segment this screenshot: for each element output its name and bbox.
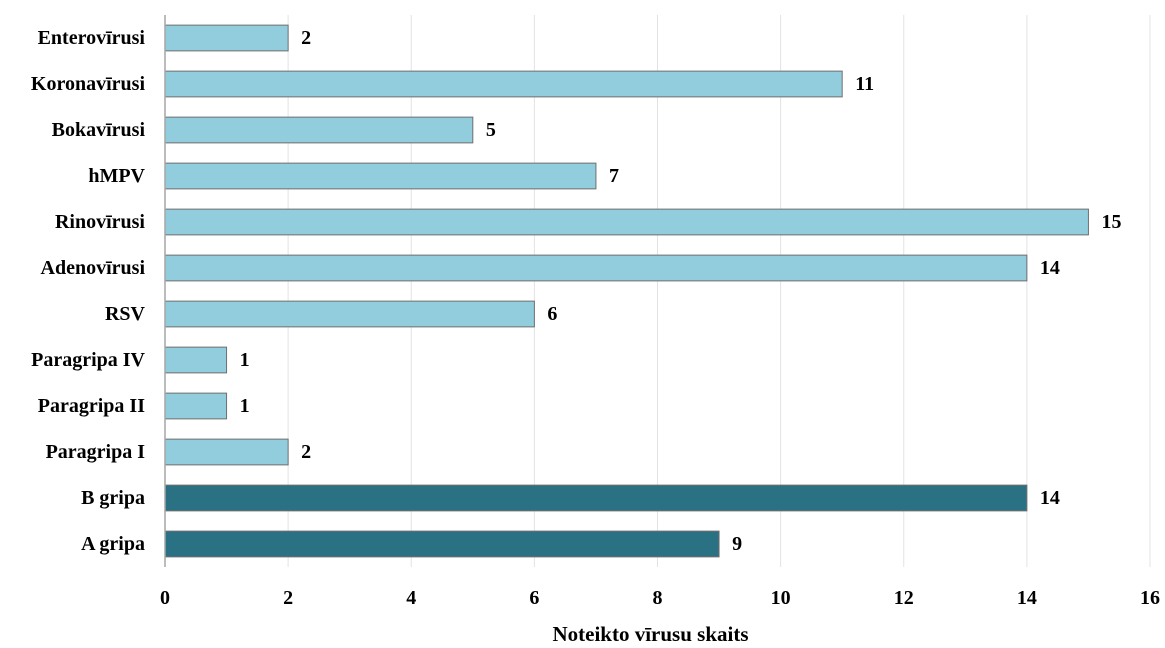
x-tick-label: 0: [160, 587, 170, 609]
category-label: Enterovīrusi: [38, 27, 146, 49]
category-label: Koronavīrusi: [31, 73, 146, 95]
x-tick-labels: 0 2 4 6 8 10 12 14 16: [160, 587, 1160, 609]
x-tick-label: 10: [771, 587, 791, 609]
x-tick-label: 4: [406, 587, 416, 609]
x-axis-title: Noteikto vīrusu skaits: [552, 622, 748, 646]
data-label: 1: [240, 395, 250, 417]
bar: [164, 392, 228, 420]
data-label: 15: [1101, 211, 1121, 233]
category-label: hMPV: [88, 165, 145, 187]
data-label: 9: [732, 533, 742, 555]
x-tick-label: 8: [653, 587, 663, 609]
data-label: 14: [1040, 257, 1060, 279]
category-label: B gripa: [81, 487, 145, 509]
data-label: 7: [609, 165, 619, 187]
data-label: 2: [301, 441, 311, 463]
category-label: Paragripa IV: [31, 349, 145, 371]
data-label: 14: [1040, 487, 1060, 509]
bars: [164, 24, 1089, 558]
bar: [164, 70, 843, 98]
bar: [164, 300, 535, 328]
bar: [164, 530, 720, 558]
category-label: Rinovīrusi: [55, 211, 145, 233]
bar: [164, 24, 289, 52]
data-label: 1: [240, 349, 250, 371]
category-label: A gripa: [81, 533, 145, 555]
category-label: Paragripa I: [46, 441, 146, 463]
bar: [164, 346, 228, 374]
category-label: Bokavīrusi: [52, 119, 146, 141]
bar: [164, 484, 1028, 512]
data-label: 11: [855, 73, 874, 95]
data-label: 5: [486, 119, 496, 141]
bar: [164, 438, 289, 466]
x-tick-label: 16: [1140, 587, 1160, 609]
gridlines: [287, 15, 1151, 567]
bar: [164, 116, 474, 144]
data-label: 2: [301, 27, 311, 49]
category-labels: Enterovīrusi Koronavīrusi Bokavīrusi hMPV Ri…: [31, 27, 146, 555]
category-label: Adenovīrusi: [41, 257, 146, 279]
bar: [164, 162, 597, 190]
category-label: Paragripa II: [38, 395, 145, 417]
x-tick-label: 2: [283, 587, 293, 609]
category-label: RSV: [105, 303, 146, 325]
bar: [164, 208, 1089, 236]
bar: [164, 254, 1028, 282]
x-tick-label: 12: [894, 587, 914, 609]
x-tick-label: 6: [529, 587, 539, 609]
x-tick-label: 14: [1017, 587, 1037, 609]
data-label: 6: [547, 303, 557, 325]
